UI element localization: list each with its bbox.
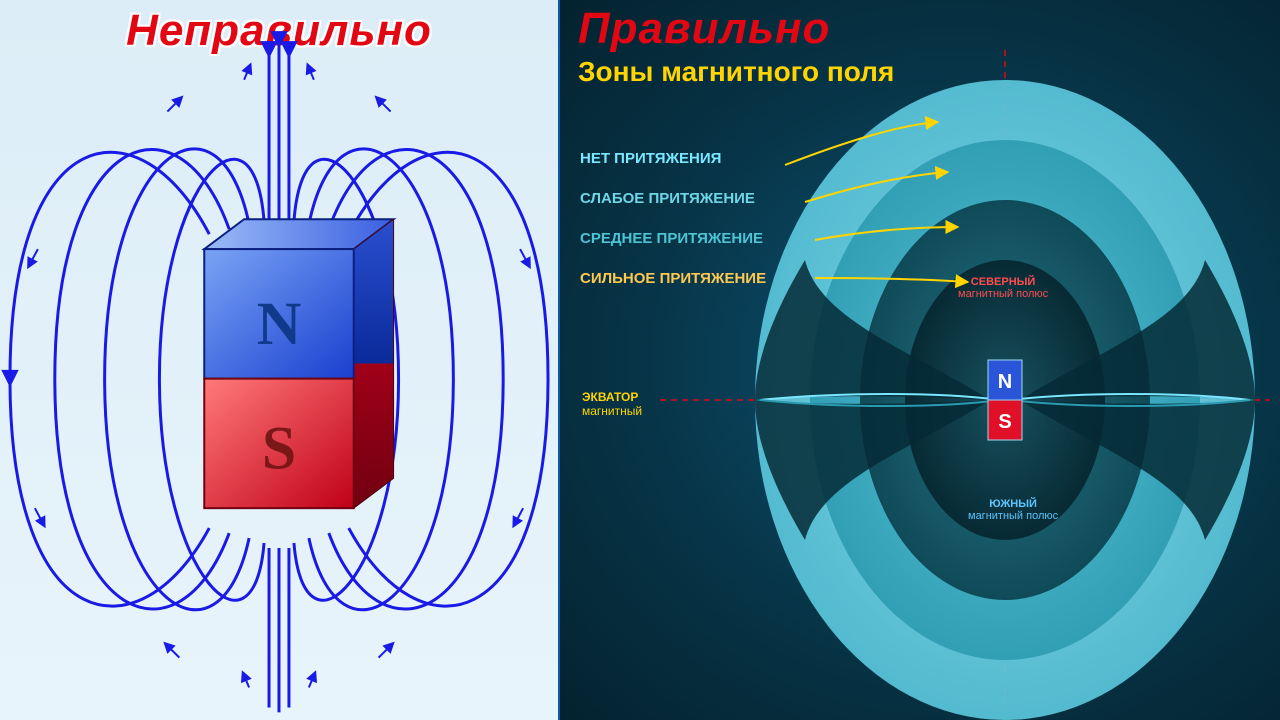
south-pole-label: ЮЖНЫЙ магнитный полюс [968, 498, 1058, 522]
north-label: N [257, 290, 302, 358]
zones-diagram: N S [560, 0, 1280, 720]
panel-incorrect: Неправильно [0, 0, 560, 720]
field-lines-diagram: N S [0, 0, 558, 717]
zone-label-weak: СЛАБОЕ ПРИТЯЖЕНИЕ [580, 190, 766, 208]
zone-label-medium: СРЕДНЕЕ ПРИТЯЖЕНИЕ [580, 230, 766, 248]
south-label: S [262, 414, 296, 482]
equator-label: ЭКВАТОР магнитный [582, 390, 642, 418]
bar-magnet-right: N S [988, 360, 1022, 440]
north-pole-label: СЕВЕРНЫЙ магнитный полюс [958, 276, 1048, 300]
zone-label-none: НЕТ ПРИТЯЖЕНИЯ [580, 150, 766, 168]
bar-magnet-left: N S [204, 219, 393, 508]
panel-correct: Правильно Зоны магнитного поля [560, 0, 1280, 720]
s-label-small: S [998, 411, 1011, 433]
zone-label-strong: СИЛЬНОЕ ПРИТЯЖЕНИЕ [580, 270, 766, 288]
zone-label-list: НЕТ ПРИТЯЖЕНИЯ СЛАБОЕ ПРИТЯЖЕНИЕ СРЕДНЕЕ… [580, 150, 766, 310]
n-label-small: N [998, 371, 1012, 393]
